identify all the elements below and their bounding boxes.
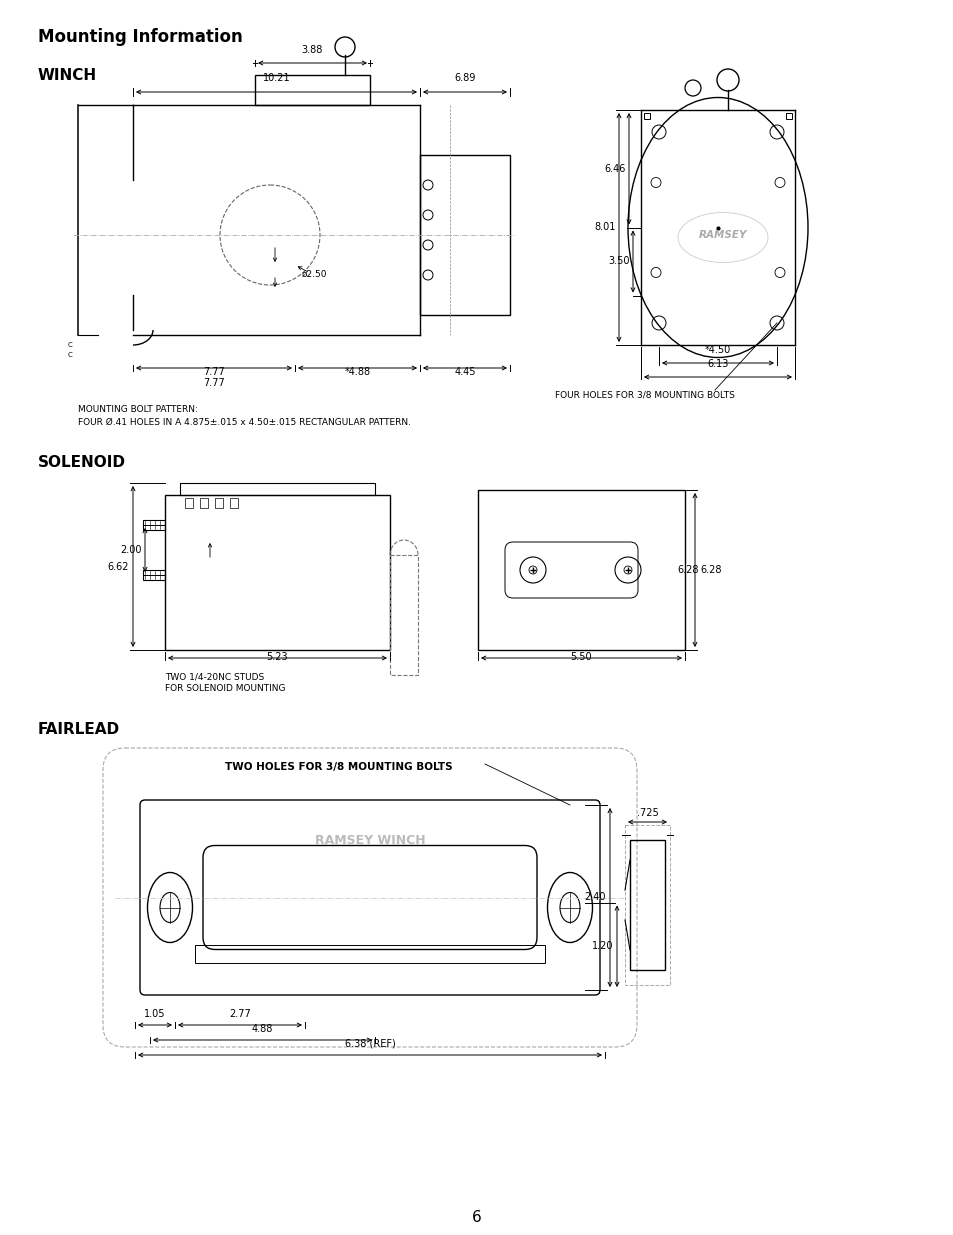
Bar [643, 112, 649, 119]
Bar [390, 555, 417, 676]
Bar [185, 498, 193, 508]
Text: 6.38 (REF): 6.38 (REF) [344, 1039, 395, 1049]
Text: RAMSEY: RAMSEY [698, 231, 746, 241]
Bar [254, 75, 370, 105]
Text: 6: 6 [472, 1210, 481, 1225]
Bar [180, 483, 375, 495]
Text: 6.28: 6.28 [677, 564, 699, 576]
Bar [200, 498, 208, 508]
Bar [214, 498, 223, 508]
Text: 3.88: 3.88 [301, 44, 323, 56]
Text: 6.62: 6.62 [108, 562, 129, 572]
Text: FOUR Ø.41 HOLES IN A 4.875±.015 x 4.50±.015 RECTANGULAR PATTERN.: FOUR Ø.41 HOLES IN A 4.875±.015 x 4.50±.… [78, 417, 411, 427]
Bar [143, 571, 165, 580]
Bar [165, 495, 390, 650]
Text: 2.00: 2.00 [120, 545, 142, 555]
Text: 10.21: 10.21 [262, 73, 290, 83]
Text: MOUNTING BOLT PATTERN:: MOUNTING BOLT PATTERN: [78, 405, 197, 414]
Text: 6.13: 6.13 [706, 359, 728, 369]
Text: TWO HOLES FOR 3/8 MOUNTING BOLTS: TWO HOLES FOR 3/8 MOUNTING BOLTS [225, 762, 452, 772]
Text: .725: .725 [636, 808, 658, 818]
Bar [477, 490, 684, 650]
Text: 2.40: 2.40 [584, 893, 605, 903]
Text: RAMSEY WINCH: RAMSEY WINCH [314, 834, 425, 846]
Text: Mounting Information: Mounting Information [38, 28, 242, 46]
Text: C: C [68, 342, 72, 348]
Text: ø2.50: ø2.50 [302, 270, 327, 279]
Text: 7.77: 7.77 [203, 367, 225, 377]
Bar [194, 945, 544, 963]
Bar [230, 498, 237, 508]
Bar [785, 112, 791, 119]
Text: SOLENOID: SOLENOID [38, 454, 126, 471]
Text: 5.50: 5.50 [570, 652, 592, 662]
Text: WINCH: WINCH [38, 68, 97, 83]
Bar [624, 825, 669, 986]
Text: C: C [68, 352, 72, 358]
Text: *4.88: *4.88 [344, 367, 370, 377]
Bar [629, 840, 664, 969]
Text: FAIRLEAD: FAIRLEAD [38, 722, 120, 737]
Text: 4.45: 4.45 [454, 367, 476, 377]
Text: 1.05: 1.05 [144, 1009, 166, 1019]
Text: 6.28: 6.28 [700, 564, 720, 576]
Text: 6.46: 6.46 [604, 164, 625, 174]
Text: 3.50: 3.50 [608, 257, 629, 267]
Text: 8.01: 8.01 [594, 222, 616, 232]
Bar [419, 156, 510, 315]
Text: 5.23: 5.23 [267, 652, 288, 662]
Text: TWO 1/4-20NC STUDS: TWO 1/4-20NC STUDS [165, 672, 264, 680]
Text: 4.88: 4.88 [252, 1024, 273, 1034]
Text: 7.77: 7.77 [203, 378, 225, 388]
Text: 1.20: 1.20 [591, 941, 613, 951]
Text: 2.77: 2.77 [229, 1009, 251, 1019]
Text: *4.50: *4.50 [704, 345, 730, 354]
Text: 6.89: 6.89 [454, 73, 476, 83]
Text: FOUR HOLES FOR 3/8 MOUNTING BOLTS: FOUR HOLES FOR 3/8 MOUNTING BOLTS [555, 390, 734, 399]
Bar [143, 520, 165, 530]
Text: FOR SOLENOID MOUNTING: FOR SOLENOID MOUNTING [165, 684, 285, 693]
